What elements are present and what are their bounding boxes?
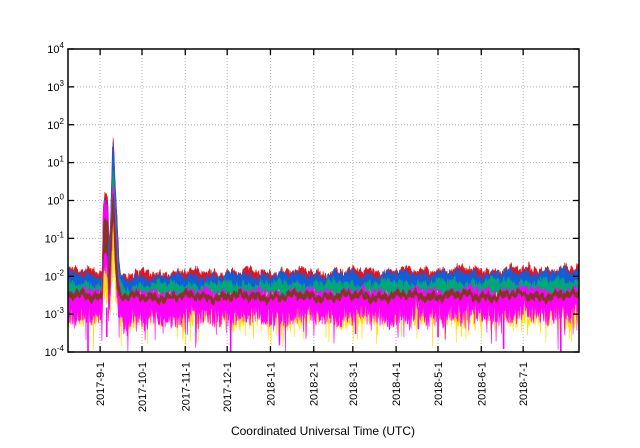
x-tick-labels: 2017-9-1 2017-10-1 2017-11-1 2017-12-1 2018-… (95, 362, 530, 412)
y-tick-labels: 104 103 102 101 100 10-1 10-2 10-3 10-4 (45, 41, 65, 359)
svg-text:2018-7-1: 2018-7-1 (518, 362, 530, 406)
dropout-spike (437, 307, 439, 337)
svg-text:101: 101 (47, 155, 64, 170)
svg-text:2017-10-1: 2017-10-1 (137, 362, 149, 412)
svg-text:2018-5-1: 2018-5-1 (433, 362, 445, 406)
svg-text:102: 102 (47, 117, 64, 132)
svg-text:2018-1-1: 2018-1-1 (265, 362, 277, 406)
svg-text:2018-4-1: 2018-4-1 (391, 362, 403, 406)
svg-text:10-4: 10-4 (45, 344, 65, 359)
dropout-spike (354, 307, 357, 334)
svg-text:2018-2-1: 2018-2-1 (309, 362, 321, 406)
svg-text:10-2: 10-2 (45, 268, 65, 283)
axis-ticks (68, 48, 579, 353)
svg-text:2018-6-1: 2018-6-1 (476, 362, 488, 406)
svg-text:100: 100 (47, 193, 64, 208)
dropout-spike (417, 307, 420, 330)
dropout-spike (87, 307, 89, 352)
dropout-spike (106, 307, 108, 337)
svg-text:2017-12-1: 2017-12-1 (222, 362, 234, 412)
dropout-spike (502, 307, 505, 349)
dropout-spike (560, 307, 562, 352)
dropout-spike (229, 307, 232, 352)
svg-text:10-3: 10-3 (45, 306, 65, 321)
dropout-spikes (87, 307, 562, 352)
svg-text:104: 104 (47, 41, 64, 56)
x-axis-label: Coordinated Universal Time (UTC) (230, 424, 416, 438)
svg-text:2018-3-1: 2018-3-1 (348, 362, 360, 406)
svg-text:2017-9-1: 2017-9-1 (95, 362, 107, 406)
svg-text:2017-11-1: 2017-11-1 (180, 362, 192, 411)
svg-text:103: 103 (47, 79, 64, 94)
svg-text:10-1: 10-1 (45, 230, 65, 245)
